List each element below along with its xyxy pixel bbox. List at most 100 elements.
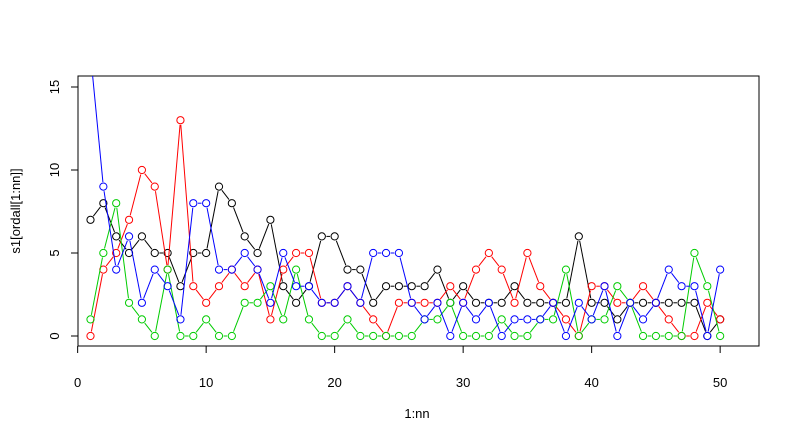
y-tick-label: 15 — [47, 80, 62, 94]
series-4-point — [420, 315, 429, 324]
series-1-point — [253, 248, 262, 258]
series-1-point — [394, 282, 403, 291]
series-4-point — [574, 298, 583, 307]
series-2-point — [86, 331, 95, 341]
series-2-point — [112, 248, 121, 258]
series-4-point — [189, 199, 198, 208]
series-3-point — [510, 331, 519, 341]
series-2-point — [703, 298, 712, 307]
series-3-point — [330, 331, 339, 341]
series-2-point — [137, 165, 146, 175]
series-4-point — [343, 282, 352, 291]
series-1-point — [176, 282, 185, 291]
series-2-segment — [221, 272, 230, 283]
series-3-point — [266, 282, 275, 291]
series-2-segment — [195, 289, 204, 300]
series-2-segment — [129, 174, 142, 216]
series-3-segment — [439, 306, 448, 317]
series-2-point — [497, 265, 506, 274]
series-3-segment — [155, 274, 168, 332]
series-4-segment — [618, 306, 630, 332]
series-1-segment — [206, 191, 219, 249]
series-4-point — [613, 331, 622, 341]
y-tick-label: 5 — [47, 249, 62, 256]
series-3-segment — [695, 257, 707, 283]
series-2-point — [613, 298, 622, 307]
series-4-segment — [337, 289, 346, 300]
series-1-point — [677, 298, 686, 307]
series-2-segment — [247, 272, 256, 283]
series-4-point — [459, 298, 468, 307]
series-4-segment — [129, 240, 142, 299]
series-3-segment — [271, 290, 283, 316]
series-4-point — [497, 331, 506, 341]
series-4-segment — [414, 306, 423, 317]
series-4-segment — [632, 306, 641, 317]
series-3-segment — [131, 306, 140, 317]
series-4-point — [356, 298, 365, 307]
series-1-point — [613, 315, 622, 324]
series-4-segment — [490, 306, 501, 332]
series-3-point — [214, 331, 224, 341]
series-3-point — [407, 331, 416, 341]
series-2-segment — [144, 173, 153, 184]
series-3-point — [549, 315, 558, 324]
x-tick-label: 50 — [713, 375, 727, 390]
series-1-segment — [579, 240, 592, 299]
series-3-point — [240, 298, 249, 307]
series-3-point — [561, 265, 571, 274]
series-4-point — [214, 265, 224, 274]
series-3-segment — [529, 322, 538, 333]
x-tick-label: 30 — [456, 375, 470, 390]
series-1-point — [189, 248, 198, 258]
series-1-segment — [566, 240, 579, 299]
series-4-point — [651, 298, 661, 307]
series-1-point — [471, 298, 481, 307]
series-1-segment — [247, 239, 256, 250]
series-4-segment — [157, 272, 166, 283]
x-tick-label: 40 — [584, 375, 598, 390]
series-4-segment — [542, 306, 551, 317]
series-4-segment — [427, 306, 436, 317]
series-1-segment — [104, 207, 116, 233]
series-3-point — [356, 331, 365, 341]
series-4-segment — [592, 290, 604, 316]
series-4-segment — [645, 306, 654, 317]
series-1-point — [381, 282, 391, 291]
series-3-point — [86, 315, 95, 324]
series-3-point — [446, 298, 455, 307]
series-1-segment — [709, 322, 718, 333]
series-1-segment — [516, 289, 525, 300]
series-2-segment — [478, 256, 487, 267]
series-4-segment — [707, 274, 720, 332]
series-2-segment — [105, 256, 114, 267]
series-3-segment — [566, 274, 579, 332]
series-3-point — [279, 315, 288, 324]
series-4-segment — [671, 272, 680, 283]
series-4-point — [266, 298, 275, 307]
series-2-point — [664, 315, 673, 324]
series-1-point — [600, 298, 609, 307]
series-2-point — [394, 298, 403, 307]
series-2-segment — [285, 256, 294, 267]
series-1-point — [330, 232, 339, 241]
series-3-segment — [553, 273, 566, 316]
series-3-point — [613, 282, 622, 291]
series-2-point — [716, 315, 725, 324]
series-1-segment — [504, 289, 513, 300]
series-1-point — [292, 298, 301, 307]
series-4-point — [471, 315, 481, 324]
series-2-segment — [528, 257, 540, 283]
series-2-segment — [542, 289, 551, 300]
series-2-point — [587, 282, 596, 291]
series-2-segment — [90, 274, 103, 332]
series-2-segment — [568, 322, 577, 333]
series-2-segment — [309, 257, 322, 299]
series-4-point — [163, 282, 172, 291]
series-1-segment — [270, 224, 283, 282]
series-1-point — [227, 199, 236, 208]
series-2-point — [510, 298, 519, 307]
series-3-point — [664, 331, 673, 341]
series-2-segment — [167, 124, 181, 266]
series-1-point — [343, 265, 352, 274]
